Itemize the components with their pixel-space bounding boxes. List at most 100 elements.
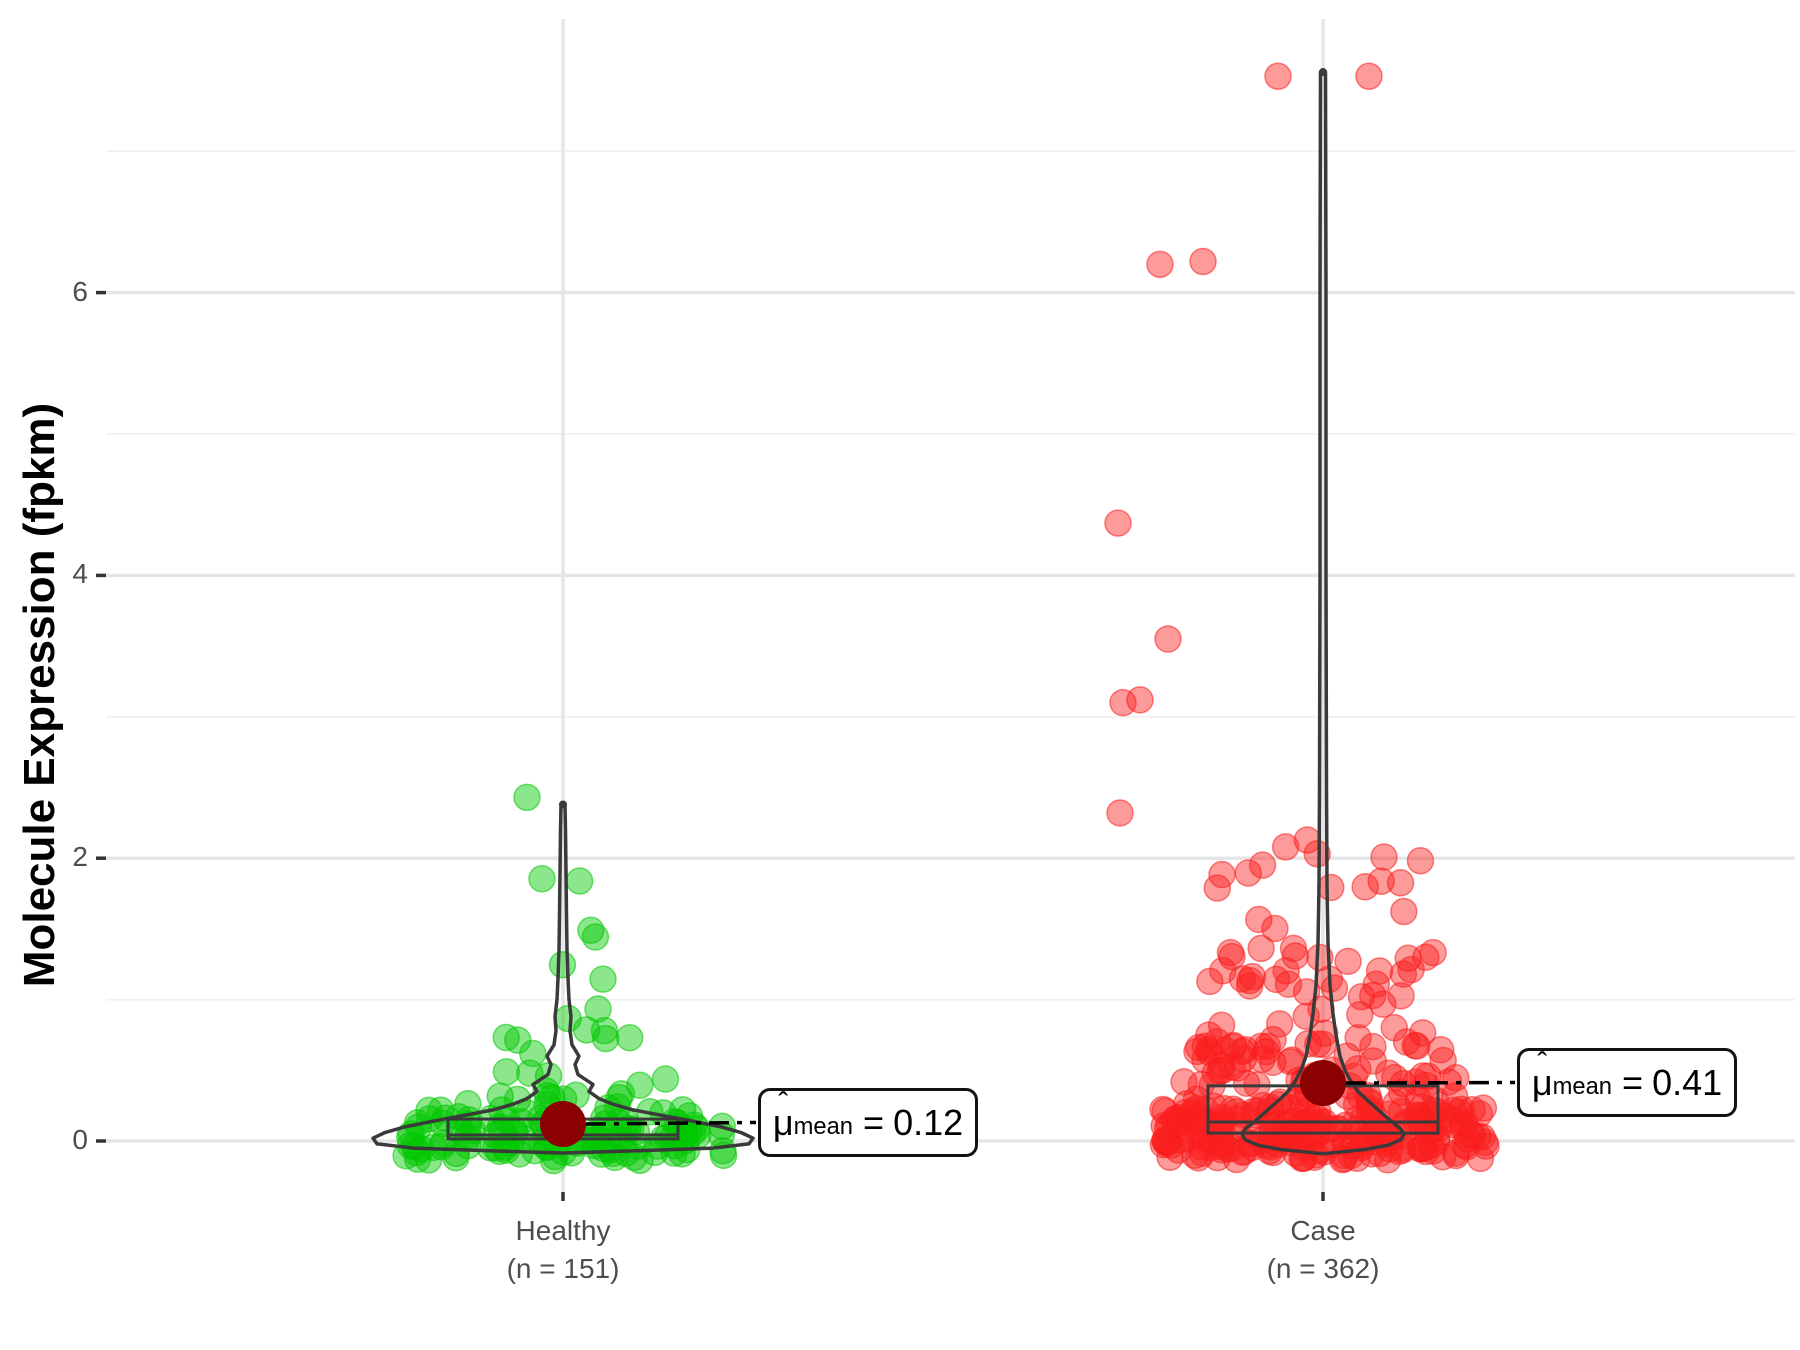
jitter-point: [1170, 1068, 1198, 1096]
jitter-point: [528, 865, 556, 893]
jitter-point: [1259, 1025, 1287, 1054]
jitter-point: [1406, 846, 1435, 875]
jitter-point: [414, 1146, 443, 1174]
jitter-point: [1247, 934, 1275, 963]
jitter-point: [1157, 1131, 1185, 1159]
jitter-point-outlier: [1189, 247, 1217, 276]
jitter-point: [1419, 938, 1447, 967]
mean-dot: [540, 1101, 586, 1148]
jitter-point: [548, 951, 577, 979]
jitter-point-outlier: [1154, 625, 1182, 653]
jitter-point: [1390, 897, 1418, 926]
jitter-point: [1351, 873, 1379, 901]
jitter-point: [1346, 1000, 1374, 1029]
jitter-point: [1466, 1144, 1495, 1173]
y-axis-tick-label: 0: [72, 1124, 88, 1155]
jitter-point: [1306, 943, 1334, 972]
jitter-point: [1272, 957, 1300, 985]
jitter-point: [1344, 1024, 1372, 1052]
y-axis-title: Molecule Expression (fpkm): [15, 402, 64, 988]
jitter-point: [1334, 947, 1362, 976]
jitter-point: [589, 965, 617, 993]
hat-accent: ˆ: [778, 1086, 789, 1120]
violin-tip: [1319, 68, 1327, 77]
jitter-point: [1208, 1056, 1237, 1085]
mean-value: 0.41: [1652, 1061, 1723, 1103]
jitter-point: [492, 1023, 520, 1052]
group-name-label: Healthy: [515, 1215, 611, 1246]
jitter-point: [1394, 944, 1422, 973]
jitter-point-outlier: [513, 783, 541, 812]
jitter-point: [1228, 1037, 1256, 1066]
jitter-point: [626, 1071, 654, 1100]
jitter-point: [1245, 905, 1273, 934]
jitter-point: [1222, 1145, 1251, 1174]
group-n-label: (n = 362): [1266, 1253, 1380, 1284]
jitter-point: [1370, 843, 1398, 871]
jitter-point: [1195, 1021, 1223, 1049]
jitter-point: [1303, 839, 1331, 868]
hat-accent: ˆ: [1537, 1046, 1548, 1080]
jitter-point-outlier: [1146, 250, 1174, 279]
jitter-point: [577, 916, 605, 945]
group-name-label: Case: [1290, 1215, 1356, 1246]
group-n-label: (n = 151): [506, 1253, 620, 1284]
violin-tip: [559, 800, 567, 809]
jitter-point: [554, 1004, 582, 1033]
jitter-point: [514, 1099, 542, 1128]
jitter-point: [1265, 1010, 1294, 1038]
x-axis-label-healthy: Healthy (n = 151): [403, 1212, 723, 1288]
jitter-point: [1389, 960, 1418, 988]
jitter-point-outlier: [1104, 509, 1132, 537]
jitter-point: [1261, 914, 1289, 943]
jitter-point: [584, 995, 612, 1023]
jitter-point: [1442, 1139, 1470, 1167]
jitter-point: [1403, 1032, 1431, 1060]
mean-annotation-case: ˆ μ mean = 0.41: [1517, 1047, 1737, 1117]
jitter-point: [519, 1039, 547, 1068]
jitter-point: [505, 1140, 534, 1168]
jitter-point: [1359, 1032, 1387, 1061]
jitter-point-outlier: [1264, 62, 1292, 91]
mu-glyph: μ: [772, 1101, 794, 1143]
mean-subscript: mean: [1552, 1073, 1613, 1101]
mean-annotation-healthy: ˆ μ mean = 0.12: [758, 1087, 978, 1157]
jitter-point: [1387, 982, 1415, 1010]
violin-outline: [371, 802, 755, 1155]
jitter-point: [1208, 860, 1236, 889]
jitter-point: [1271, 833, 1300, 861]
jitter-point: [1386, 869, 1415, 897]
y-axis-tick-label: 2: [72, 841, 88, 873]
jitter-point: [1234, 859, 1263, 887]
jitter-point: [1279, 934, 1308, 963]
equals-sign: =: [1622, 1061, 1644, 1103]
jitter-point: [1236, 966, 1264, 995]
jitter-point: [1238, 962, 1267, 991]
jitter-point: [1469, 1094, 1498, 1122]
y-axis-tick-label: 6: [72, 275, 88, 307]
jitter-point: [1358, 981, 1387, 1010]
jitter-point: [1291, 1111, 1320, 1139]
equals-sign: =: [863, 1101, 885, 1143]
jitter-point: [1293, 826, 1322, 854]
mean-connector-line: [1345, 1080, 1516, 1085]
jitter-point: [1196, 967, 1224, 996]
jitter-point: [1164, 1136, 1193, 1164]
mean-dot: [1300, 1060, 1346, 1107]
jitter-point: [1317, 873, 1345, 902]
jitter-point: [1458, 1119, 1486, 1148]
mu-glyph: μ: [1531, 1061, 1553, 1103]
jitter-point: [615, 1023, 644, 1052]
jitter-point: [1397, 955, 1425, 984]
x-axis-label-case: Case (n = 362): [1163, 1212, 1483, 1288]
jitter-point: [1408, 1019, 1437, 1047]
jitter-point: [1367, 867, 1395, 895]
jitter-point: [587, 1140, 616, 1168]
jitter-point: [1320, 974, 1349, 1002]
violin-outline: [1240, 70, 1406, 1156]
jitter-point: [1272, 1111, 1301, 1139]
